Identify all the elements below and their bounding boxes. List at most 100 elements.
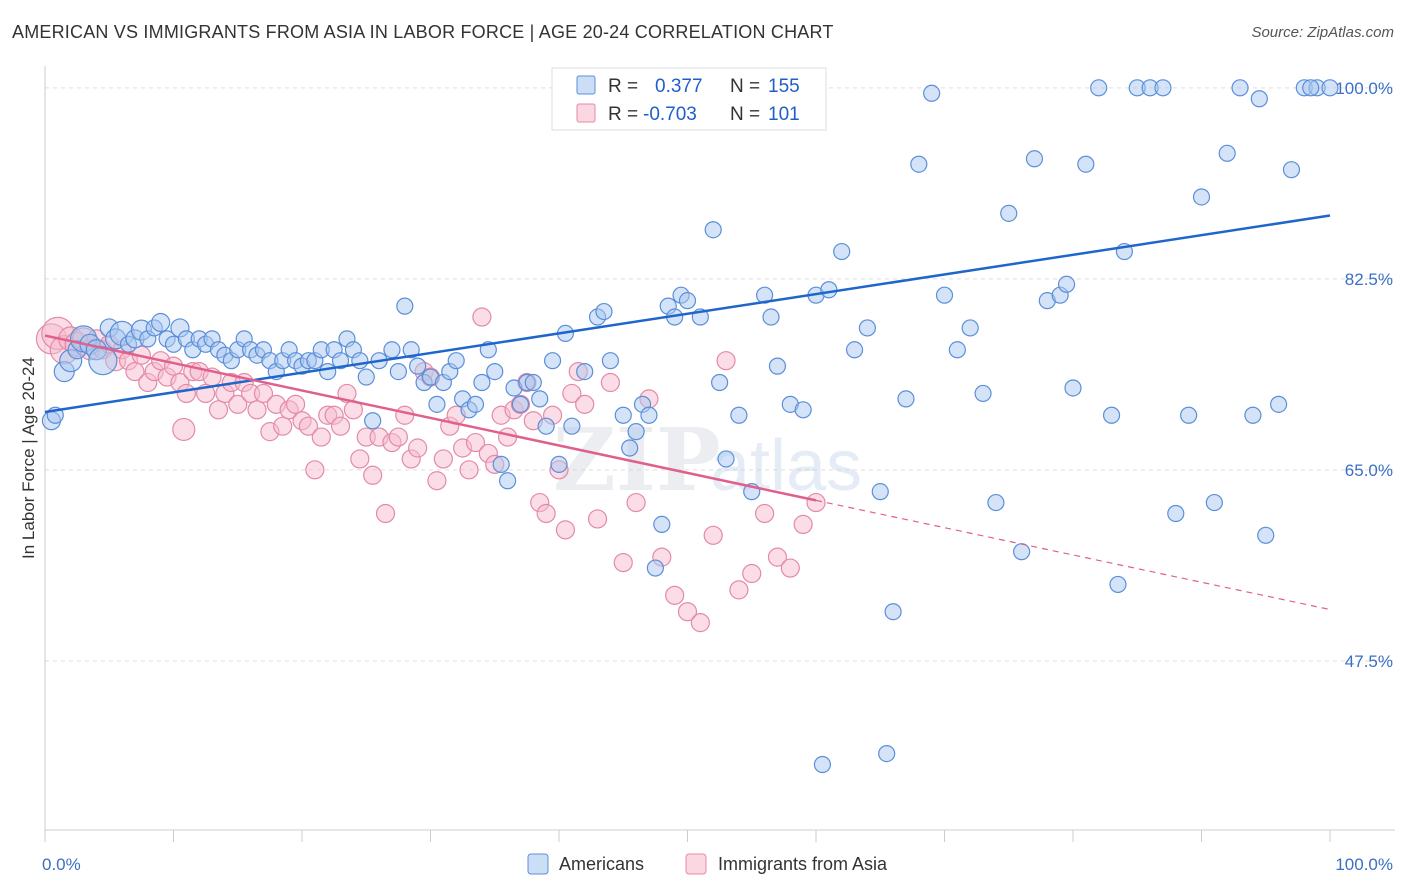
immigrants-point-83 <box>575 394 595 414</box>
immigrants-point-98 <box>767 547 788 567</box>
legend-swatch-americans <box>576 75 596 95</box>
immigrants-point-80 <box>555 520 576 540</box>
legend-r-value-2: -0.703 <box>643 104 697 125</box>
immigrants-point-96 <box>742 563 762 584</box>
y-tick-label-0: 47.5% <box>1345 652 1393 671</box>
americans-point-153 <box>1302 79 1320 97</box>
americans-point-83 <box>595 302 613 321</box>
americans-point-56 <box>409 357 427 375</box>
americans-point-150 <box>1321 79 1339 97</box>
immigrants-point-93 <box>703 525 723 545</box>
immigrants-point-65 <box>459 460 479 480</box>
americans-point-123 <box>1012 543 1031 561</box>
immigrants-point-48 <box>350 449 370 469</box>
americans-point-106 <box>794 401 812 419</box>
americans-point-45 <box>331 352 350 370</box>
americans-point-111 <box>858 319 877 337</box>
x-tick-label-0: 0.0% <box>42 855 81 874</box>
americans-point-72 <box>511 395 530 413</box>
americans-point-81 <box>576 363 594 381</box>
immigrants-point-13 <box>125 362 145 382</box>
americans-point-115 <box>910 155 928 173</box>
americans-point-140 <box>1205 493 1223 512</box>
immigrants-point-101 <box>806 492 826 513</box>
immigrants-point-91 <box>677 602 698 622</box>
legend-swatch-immigrants <box>576 103 596 123</box>
immigrants-point-85 <box>600 372 621 393</box>
americans-point-54 <box>396 297 414 315</box>
americans-point-48 <box>351 352 369 370</box>
americans-point-138 <box>1180 406 1198 424</box>
immigrants-point-100 <box>793 514 813 535</box>
americans-points <box>41 79 1339 774</box>
legend-box <box>551 67 827 131</box>
americans-point-50 <box>364 412 382 430</box>
axes <box>44 66 1395 842</box>
immigrants-point-66 <box>465 432 486 453</box>
americans-point-108 <box>820 281 838 299</box>
americans-point-114 <box>897 390 915 408</box>
americans-point-52 <box>383 341 401 359</box>
immigrants-point-29 <box>228 394 248 414</box>
americans-point-95 <box>678 292 697 310</box>
chart-source: Source: ZipAtlas.com <box>1251 24 1394 41</box>
americans-point-99 <box>717 450 735 468</box>
immigrants-trend-extension <box>815 499 1331 611</box>
americans-point-116 <box>923 84 941 102</box>
legend-n-label-1: N = <box>730 76 760 97</box>
americans-point-43 <box>319 363 337 381</box>
americans-point-87 <box>627 423 645 441</box>
legend-r-value-1: 0.377 <box>655 76 703 97</box>
immigrants-point-40 <box>298 416 319 436</box>
americans-trend-line <box>44 214 1331 414</box>
americans-point-110 <box>845 341 864 359</box>
immigrants-point-36 <box>273 416 293 436</box>
bottom-legend-swatch-americans <box>527 853 549 875</box>
americans-point-103 <box>762 308 780 326</box>
immigrants-point-38 <box>285 394 306 414</box>
y-tick-label-3: 100.0% <box>1335 79 1393 98</box>
americans-point-132 <box>1109 575 1127 594</box>
americans-point-120 <box>974 384 992 403</box>
immigrants-point-94 <box>716 351 736 371</box>
immigrants-point-52 <box>375 503 396 524</box>
watermark-atlas: atlas <box>710 426 862 506</box>
immigrants-point-45 <box>330 416 351 436</box>
immigrants-point-57 <box>408 438 428 458</box>
immigrants-point-32 <box>247 400 267 420</box>
chart-title: AMERICAN VS IMMIGRANTS FROM ASIA IN LABO… <box>12 22 834 42</box>
immigrants-point-77 <box>536 503 556 524</box>
immigrants-point-97 <box>754 503 775 524</box>
legend-r-label-1: R = <box>608 76 638 97</box>
legend-r-label-2: R = <box>608 104 638 125</box>
americans-point-84 <box>601 352 620 370</box>
y-tick-label-1: 65.0% <box>1345 461 1393 480</box>
americans-point-75 <box>531 390 549 408</box>
americans-point-131 <box>1102 406 1121 424</box>
immigrants-point-41 <box>305 460 325 480</box>
immigrants-point-26 <box>208 400 229 420</box>
y-tick-labels: 47.5% 65.0% 82.5% 100.0% <box>1335 79 1393 671</box>
americans-point-112 <box>871 483 889 501</box>
americans-point-113 <box>884 603 902 621</box>
americans-point-66 <box>473 373 491 392</box>
trend-lines <box>44 214 1331 611</box>
americans-point-80 <box>563 417 581 435</box>
immigrants-point-99 <box>780 558 800 578</box>
americans-point-143 <box>1244 406 1262 424</box>
americans-point-17 <box>151 312 171 333</box>
americans-point-145 <box>1257 526 1275 544</box>
americans-point-97 <box>704 221 722 239</box>
immigrants-point-50 <box>363 465 383 485</box>
immigrants-point-81 <box>562 383 582 404</box>
americans-point-121 <box>987 493 1005 512</box>
bottom-legend-americans: Americans <box>559 854 644 874</box>
americans-point-100 <box>730 406 748 424</box>
legend-n-value-1: 155 <box>768 76 800 97</box>
immigrants-point-19 <box>163 356 184 376</box>
americans-point-118 <box>948 341 966 359</box>
correlation-legend: R = 0.377 N = 155 R = -0.703 N = 101 <box>551 67 827 131</box>
x-tick-label-1: 100.0% <box>1335 855 1393 874</box>
americans-point-136 <box>1154 79 1172 97</box>
